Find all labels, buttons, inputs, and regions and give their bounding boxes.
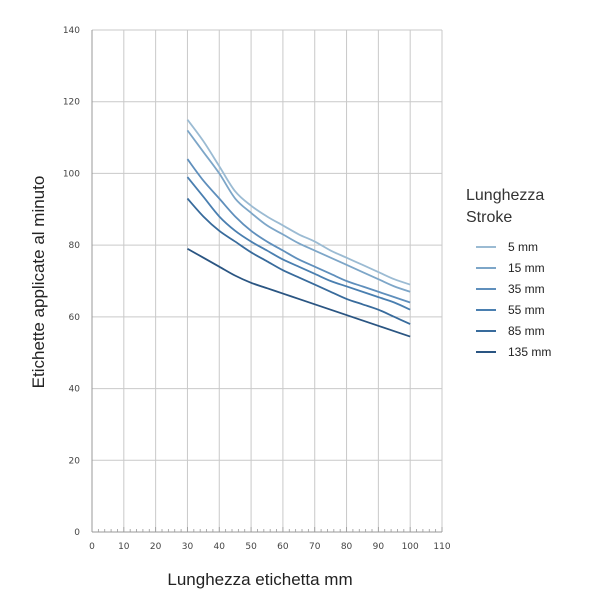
y-tick-label: 20 <box>69 456 81 466</box>
series-line-85-mm <box>186 197 411 325</box>
series-lines <box>186 119 411 338</box>
axes <box>91 30 443 533</box>
x-tick-label: 90 <box>373 542 385 552</box>
series-line-5-mm <box>186 119 411 286</box>
grid <box>92 29 443 532</box>
x-tick-label: 100 <box>402 542 419 552</box>
legend-items: 5 mm 15 mm 35 mm 55 mm 85 mm 135 mm <box>476 240 551 359</box>
series-line-15-mm <box>186 129 411 293</box>
legend: Lunghezza Stroke 5 mm 15 mm 35 mm 55 mm 85 m… <box>466 187 551 359</box>
y-tick-label: 140 <box>63 26 80 36</box>
series-line-135-mm <box>187 247 411 338</box>
legend-label: 15 mm <box>508 261 545 275</box>
x-tick-label: 50 <box>245 542 257 552</box>
legend-title-line-2: Stroke <box>466 209 512 226</box>
x-tick-labels: 0 10 20 30 40 50 60 70 80 90 100 110 <box>89 542 451 552</box>
y-tick-label: 80 <box>69 241 81 251</box>
legend-label: 5 mm <box>508 240 538 254</box>
x-tick-label: 60 <box>277 542 289 552</box>
legend-label: 35 mm <box>508 282 545 296</box>
x-axis-title: Lunghezza etichetta mm <box>167 570 352 589</box>
x-tick-label: 70 <box>309 542 321 552</box>
series-line-55-mm <box>186 176 411 311</box>
y-axis-title: Etichette applicate al minuto <box>29 176 48 389</box>
x-tick-label: 110 <box>433 542 450 552</box>
x-tick-label: 30 <box>182 542 194 552</box>
x-tick-label: 40 <box>214 542 226 552</box>
y-tick-label: 100 <box>63 169 80 179</box>
y-tick-label: 40 <box>69 385 81 395</box>
x-tick-label: 80 <box>341 542 353 552</box>
x-tick-label: 10 <box>118 542 130 552</box>
legend-label: 85 mm <box>508 324 545 338</box>
legend-label: 55 mm <box>508 303 545 317</box>
y-tick-labels: 0 20 40 60 80 100 120 140 <box>63 26 80 538</box>
x-tick-label: 0 <box>89 542 95 552</box>
legend-title-line-1: Lunghezza <box>466 187 544 204</box>
legend-label: 135 mm <box>508 345 551 359</box>
series-line-35-mm <box>186 158 411 304</box>
y-tick-label: 0 <box>74 528 80 538</box>
y-tick-label: 120 <box>63 98 80 108</box>
y-tick-label: 60 <box>69 313 81 323</box>
x-tick-label: 20 <box>150 542 162 552</box>
